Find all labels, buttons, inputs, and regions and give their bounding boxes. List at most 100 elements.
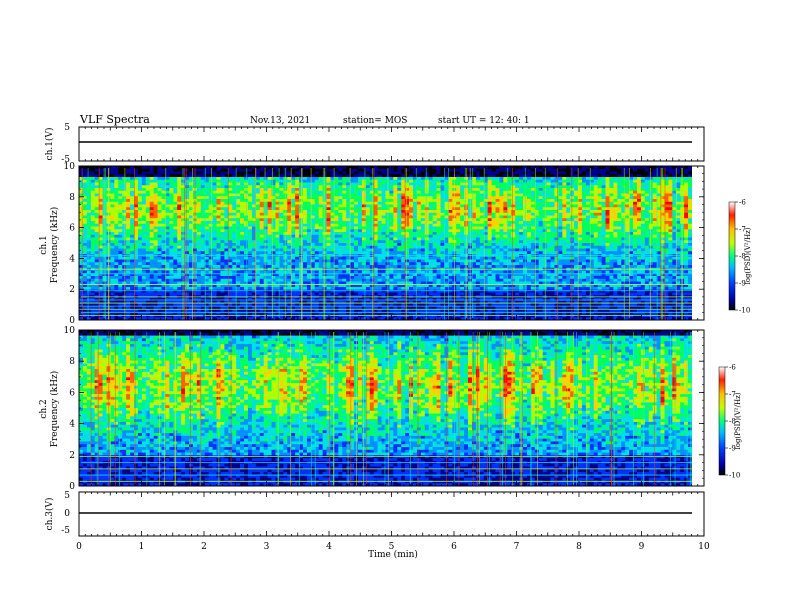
- spec-cell: [299, 221, 304, 225]
- spec-cell: [189, 229, 194, 233]
- spec-cell: [79, 212, 84, 216]
- spec-cell: [110, 190, 115, 194]
- spec-cell: [212, 317, 217, 321]
- spec-cell: [251, 190, 257, 194]
- spec-cell: [145, 234, 151, 238]
- spec-cell: [122, 300, 127, 304]
- spec-cell: [149, 171, 154, 175]
- spec-cell: [405, 218, 410, 222]
- spec-cell: [189, 240, 194, 244]
- spec-cell: [216, 245, 221, 249]
- spec-cell: [79, 229, 84, 233]
- spec-cell: [110, 262, 115, 266]
- spec-cell: [330, 289, 335, 293]
- spec-cell: [295, 240, 300, 244]
- spec-cell: [350, 287, 355, 291]
- spec-cell: [377, 199, 382, 203]
- spec-cell: [279, 212, 284, 216]
- spec-cell: [275, 196, 280, 200]
- spec-cell: [165, 237, 170, 241]
- spec-cell: [118, 177, 123, 181]
- spec-cell: [357, 259, 363, 263]
- spec-cell: [114, 265, 119, 269]
- spec-cell: [346, 292, 351, 296]
- spec-cell: [338, 199, 343, 203]
- spec-cell: [361, 281, 367, 285]
- spec-cell: [118, 287, 123, 291]
- spec-cell: [169, 256, 174, 260]
- spec-cell: [240, 218, 245, 222]
- spec-cell: [409, 309, 414, 313]
- spec-cell: [185, 289, 190, 293]
- spec-cell: [114, 179, 119, 183]
- spec-cell: [306, 193, 312, 197]
- spec-cell: [212, 196, 217, 200]
- spec-cell: [267, 166, 272, 170]
- spec-cell: [389, 234, 394, 238]
- spec-cell: [310, 201, 316, 205]
- spec-cell: [357, 210, 363, 214]
- spec-cell: [161, 281, 166, 285]
- spec-cell: [342, 201, 347, 205]
- spec-cell: [334, 226, 339, 230]
- spec-cell: [220, 303, 225, 307]
- spec-cell: [82, 185, 88, 189]
- spec-cell: [110, 204, 115, 208]
- spec-cell: [86, 207, 92, 211]
- spec-cell: [334, 289, 339, 293]
- spec-cell: [216, 226, 221, 230]
- spec-cell: [134, 185, 139, 189]
- spec-cell: [161, 309, 166, 313]
- spec-cell: [393, 243, 398, 247]
- spec-cell: [365, 314, 371, 318]
- spec-cell: [318, 174, 323, 178]
- spec-cell: [413, 190, 418, 194]
- spec-cell: [299, 171, 304, 175]
- spec-cell: [405, 240, 410, 244]
- spec-cell: [118, 182, 123, 186]
- spec-cell: [267, 248, 272, 252]
- spec-cell: [393, 193, 398, 197]
- spec-cell: [306, 306, 312, 310]
- spec-cell: [279, 314, 284, 318]
- spec-cell: [413, 210, 418, 214]
- spec-cell: [247, 311, 253, 315]
- spec-cell: [134, 289, 139, 293]
- spec-cell: [318, 171, 323, 175]
- spec-cell: [122, 309, 127, 313]
- spec-cell: [79, 234, 84, 238]
- spec-cell: [334, 292, 339, 296]
- spec-cell: [299, 240, 304, 244]
- spec-cell: [134, 166, 139, 170]
- spec-cell: [346, 243, 351, 247]
- spec-cell: [118, 251, 123, 255]
- spec-cell: [251, 289, 257, 293]
- spec-cell: [200, 182, 206, 186]
- spec-cell: [306, 196, 312, 200]
- spec-cell: [157, 306, 162, 310]
- spec-cell: [354, 270, 359, 274]
- spec-cell: [149, 218, 154, 222]
- spec-cell: [90, 276, 96, 280]
- spec-cell: [212, 174, 217, 178]
- spec-cell: [342, 265, 347, 269]
- spec-cell: [228, 309, 233, 313]
- spec-cell: [173, 281, 178, 285]
- spec-cell: [94, 212, 99, 216]
- spec-cell: [326, 223, 331, 227]
- spec-cell: [263, 278, 268, 282]
- spec-cell: [130, 284, 135, 288]
- spec-cell: [267, 314, 272, 318]
- spec-cell: [377, 168, 382, 172]
- spec-cell: [130, 309, 135, 313]
- spec-cell: [102, 182, 107, 186]
- spec-cell: [161, 234, 166, 238]
- spec-cell: [393, 259, 398, 263]
- spec-cell: [373, 185, 378, 189]
- spec-cell: [326, 193, 331, 197]
- spec-cell: [130, 240, 135, 244]
- spec-cell: [263, 245, 268, 249]
- spec-cell: [141, 309, 147, 313]
- spec-cell: [393, 306, 398, 310]
- spec-cell: [114, 311, 119, 315]
